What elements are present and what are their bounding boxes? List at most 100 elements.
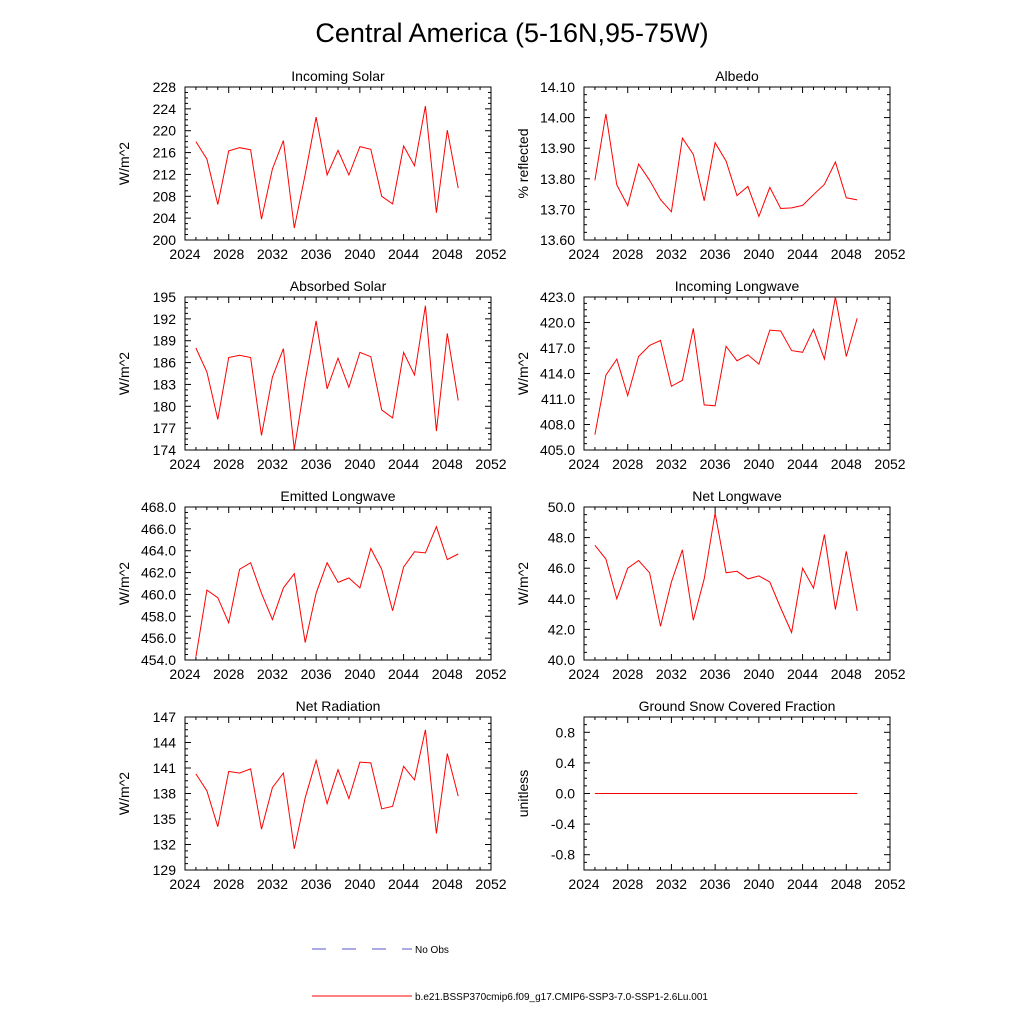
x-tick-label: 2032: [656, 666, 687, 682]
y-tick-label: 192: [153, 311, 177, 327]
x-tick-label: 2048: [432, 876, 463, 892]
series-line: [594, 296, 858, 435]
x-tick-label: 2040: [743, 246, 774, 262]
y-tick-label: 464.0: [141, 543, 176, 559]
y-tick-label: 13.80: [540, 171, 575, 187]
x-tick-label: 2028: [612, 246, 643, 262]
x-tick-label: 2024: [568, 876, 599, 892]
y-tick-label: 208: [153, 188, 177, 204]
x-tick-label: 2024: [169, 666, 200, 682]
y-tick-label: 414.0: [540, 366, 575, 382]
y-tick-label: 180: [153, 398, 177, 414]
x-tick-label: 2032: [257, 456, 288, 472]
x-tick-label: 2032: [257, 666, 288, 682]
y-tick-label: 50.0: [548, 499, 575, 515]
y-tick-label: 200: [153, 232, 177, 248]
y-axis-label: W/m^2: [515, 562, 531, 605]
y-tick-label: 186: [153, 355, 177, 371]
y-tick-label: 420.0: [540, 315, 575, 331]
x-tick-label: 2044: [787, 246, 818, 262]
y-axis-label: W/m^2: [116, 352, 132, 395]
x-tick-label: 2044: [388, 246, 419, 262]
x-tick-label: 2048: [831, 456, 862, 472]
x-tick-label: 2024: [169, 246, 200, 262]
y-tick-label: -0.8: [551, 847, 575, 863]
panel-title: Net Longwave: [692, 488, 782, 504]
y-tick-label: 141: [153, 760, 177, 776]
panel-incoming-solar: Incoming Solar W/m^2 2024 2028 2032 2036 2040 2…: [116, 68, 507, 262]
x-tick-label: 2036: [301, 876, 332, 892]
panel-emitted-longwave: Emitted Longwave W/m^2 2024 2028 2032 2036 204…: [116, 488, 507, 682]
x-tick-label: 2040: [344, 876, 375, 892]
x-tick-label: 2040: [743, 876, 774, 892]
x-tick-label: 2048: [831, 246, 862, 262]
y-axis-label: W/m^2: [515, 352, 531, 395]
y-tick-label: 13.60: [540, 232, 575, 248]
x-tick-label: 2044: [388, 456, 419, 472]
x-tick-label: 2048: [432, 456, 463, 472]
y-tick-label: 147: [153, 709, 177, 725]
y-tick-label: 456.0: [141, 630, 176, 646]
panel-title: Emitted Longwave: [280, 488, 395, 504]
panel-title: Net Radiation: [296, 698, 381, 714]
plot-frame: [583, 506, 891, 661]
legend: No Obs b.e21.BSSP370cmip6.f09_g17.CMIP6-…: [312, 945, 708, 1003]
series-line: [594, 513, 858, 635]
y-tick-label: 138: [153, 786, 177, 802]
x-tick-label: 2036: [301, 666, 332, 682]
y-tick-label: 405.0: [540, 442, 575, 458]
y-tick-label: 40.0: [548, 652, 575, 668]
x-tick-label: 2036: [700, 876, 731, 892]
x-tick-label: 2048: [432, 666, 463, 682]
x-tick-label: 2048: [831, 666, 862, 682]
series-line: [195, 305, 459, 450]
x-tick-label: 2032: [257, 246, 288, 262]
y-tick-label: 14.00: [540, 110, 575, 126]
panel-title: Incoming Solar: [291, 68, 385, 84]
plot-frame: [583, 86, 891, 241]
x-tick-label: 2028: [612, 456, 643, 472]
y-tick-label: 466.0: [141, 521, 176, 537]
y-tick-label: 174: [153, 442, 177, 458]
y-tick-label: 224: [153, 101, 177, 117]
x-tick-label: 2028: [612, 666, 643, 682]
x-tick-label: 2036: [700, 456, 731, 472]
x-tick-label: 2036: [700, 246, 731, 262]
y-tick-label: 411.0: [541, 391, 575, 407]
series-line: [594, 113, 858, 218]
series-line: [195, 729, 459, 849]
x-tick-label: 2044: [787, 876, 818, 892]
x-tick-label: 2044: [388, 876, 419, 892]
panel-ground-snow-covered-fraction: Ground Snow Covered Fraction unitless 2024…: [515, 698, 906, 892]
y-tick-label: 462.0: [141, 565, 176, 581]
series-line: [195, 525, 459, 657]
x-tick-label: 2032: [656, 876, 687, 892]
panel-title: Incoming Longwave: [675, 278, 800, 294]
y-axis-label: W/m^2: [116, 142, 132, 185]
y-tick-label: 460.0: [141, 586, 176, 602]
y-tick-label: 0.0: [556, 786, 576, 802]
series-line: [195, 106, 459, 229]
y-tick-label: 204: [153, 210, 177, 226]
x-tick-label: 2052: [475, 876, 506, 892]
y-tick-label: 423.0: [540, 289, 575, 305]
x-tick-label: 2024: [568, 456, 599, 472]
x-tick-label: 2028: [213, 666, 244, 682]
x-tick-label: 2040: [344, 456, 375, 472]
y-tick-label: 0.4: [556, 755, 576, 771]
y-axis-label: unitless: [515, 770, 531, 817]
x-tick-label: 2040: [743, 666, 774, 682]
y-tick-label: 135: [153, 811, 177, 827]
x-tick-label: 2052: [475, 456, 506, 472]
panel-net-radiation: Net Radiation W/m^2 2024 2028 2032 2036 2040 20…: [116, 698, 507, 892]
y-tick-label: 468.0: [141, 499, 176, 515]
x-tick-label: 2052: [874, 666, 905, 682]
x-tick-label: 2032: [656, 456, 687, 472]
y-axis-label: % reflected: [515, 128, 531, 198]
x-tick-label: 2040: [344, 666, 375, 682]
x-tick-label: 2052: [475, 246, 506, 262]
x-tick-label: 2044: [787, 666, 818, 682]
y-tick-label: -0.4: [551, 816, 575, 832]
y-tick-label: 42.0: [548, 621, 575, 637]
